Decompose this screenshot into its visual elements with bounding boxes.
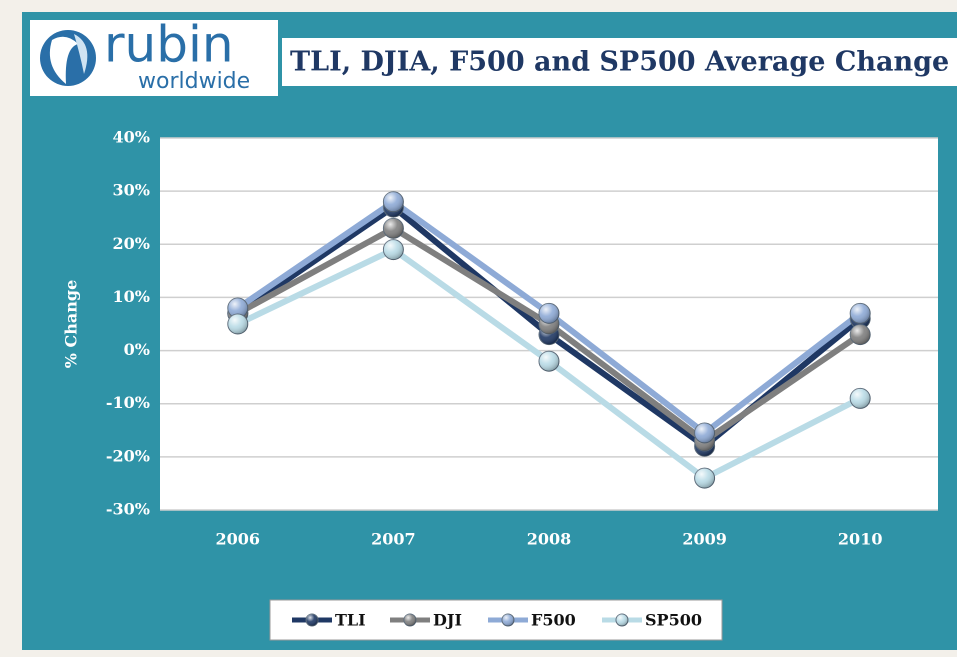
x-tick-label: 2008 — [527, 530, 572, 549]
y-tick-label: 0% — [124, 340, 150, 359]
y-tick-label: 10% — [113, 287, 150, 306]
y-tick-label: -30% — [106, 500, 150, 519]
marker — [501, 613, 515, 627]
legend-label: TLI — [335, 611, 366, 630]
marker — [694, 467, 716, 489]
y-axis-label: % Change — [62, 280, 81, 369]
marker — [538, 302, 560, 324]
logo-icon — [40, 30, 96, 86]
y-tick-label: -10% — [106, 393, 150, 412]
marker — [403, 613, 417, 627]
x-tick-label: 2007 — [371, 530, 416, 549]
marker — [227, 313, 249, 335]
marker — [849, 324, 871, 346]
legend-label: SP500 — [645, 611, 702, 630]
x-tick-label: 2010 — [838, 530, 883, 549]
x-tick-label: 2006 — [216, 530, 261, 549]
y-tick-label: 30% — [113, 181, 150, 200]
legend-label: DJI — [433, 611, 462, 630]
marker — [382, 239, 404, 261]
y-tick-label: 40% — [113, 128, 150, 147]
marker — [615, 613, 629, 627]
y-tick-label: 20% — [113, 234, 150, 253]
legend-label: F500 — [531, 611, 576, 630]
marker — [382, 191, 404, 213]
marker — [694, 422, 716, 444]
marker — [382, 217, 404, 239]
x-tick-label: 2009 — [682, 530, 727, 549]
logo-brand: rubin — [104, 16, 234, 74]
marker — [849, 302, 871, 324]
logo-sub: worldwide — [138, 69, 250, 94]
chart-title: TLI, DJIA, F500 and SP500 Average Change — [290, 47, 949, 78]
y-tick-label: -20% — [106, 446, 150, 465]
title-box — [282, 38, 957, 86]
marker — [849, 387, 871, 409]
marker — [305, 613, 319, 627]
marker — [538, 350, 560, 372]
marker — [227, 297, 249, 319]
